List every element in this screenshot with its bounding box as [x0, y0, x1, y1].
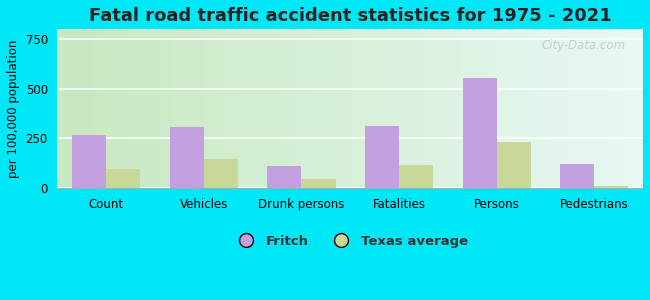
Y-axis label: per 100,000 population: per 100,000 population — [7, 40, 20, 178]
Bar — [267, 166, 302, 188]
Text: City-Data.com: City-Data.com — [541, 39, 625, 52]
Bar — [365, 126, 399, 188]
Bar — [170, 127, 204, 188]
Bar — [594, 186, 629, 188]
Bar — [399, 165, 433, 188]
Bar — [463, 78, 497, 188]
Bar — [106, 169, 140, 188]
Legend: Fritch, Texas average: Fritch, Texas average — [227, 230, 473, 253]
Bar — [302, 179, 335, 188]
Bar — [497, 142, 531, 188]
Bar — [204, 159, 238, 188]
Bar — [560, 164, 594, 188]
Title: Fatal road traffic accident statistics for 1975 - 2021: Fatal road traffic accident statistics f… — [89, 7, 612, 25]
Bar — [72, 136, 106, 188]
